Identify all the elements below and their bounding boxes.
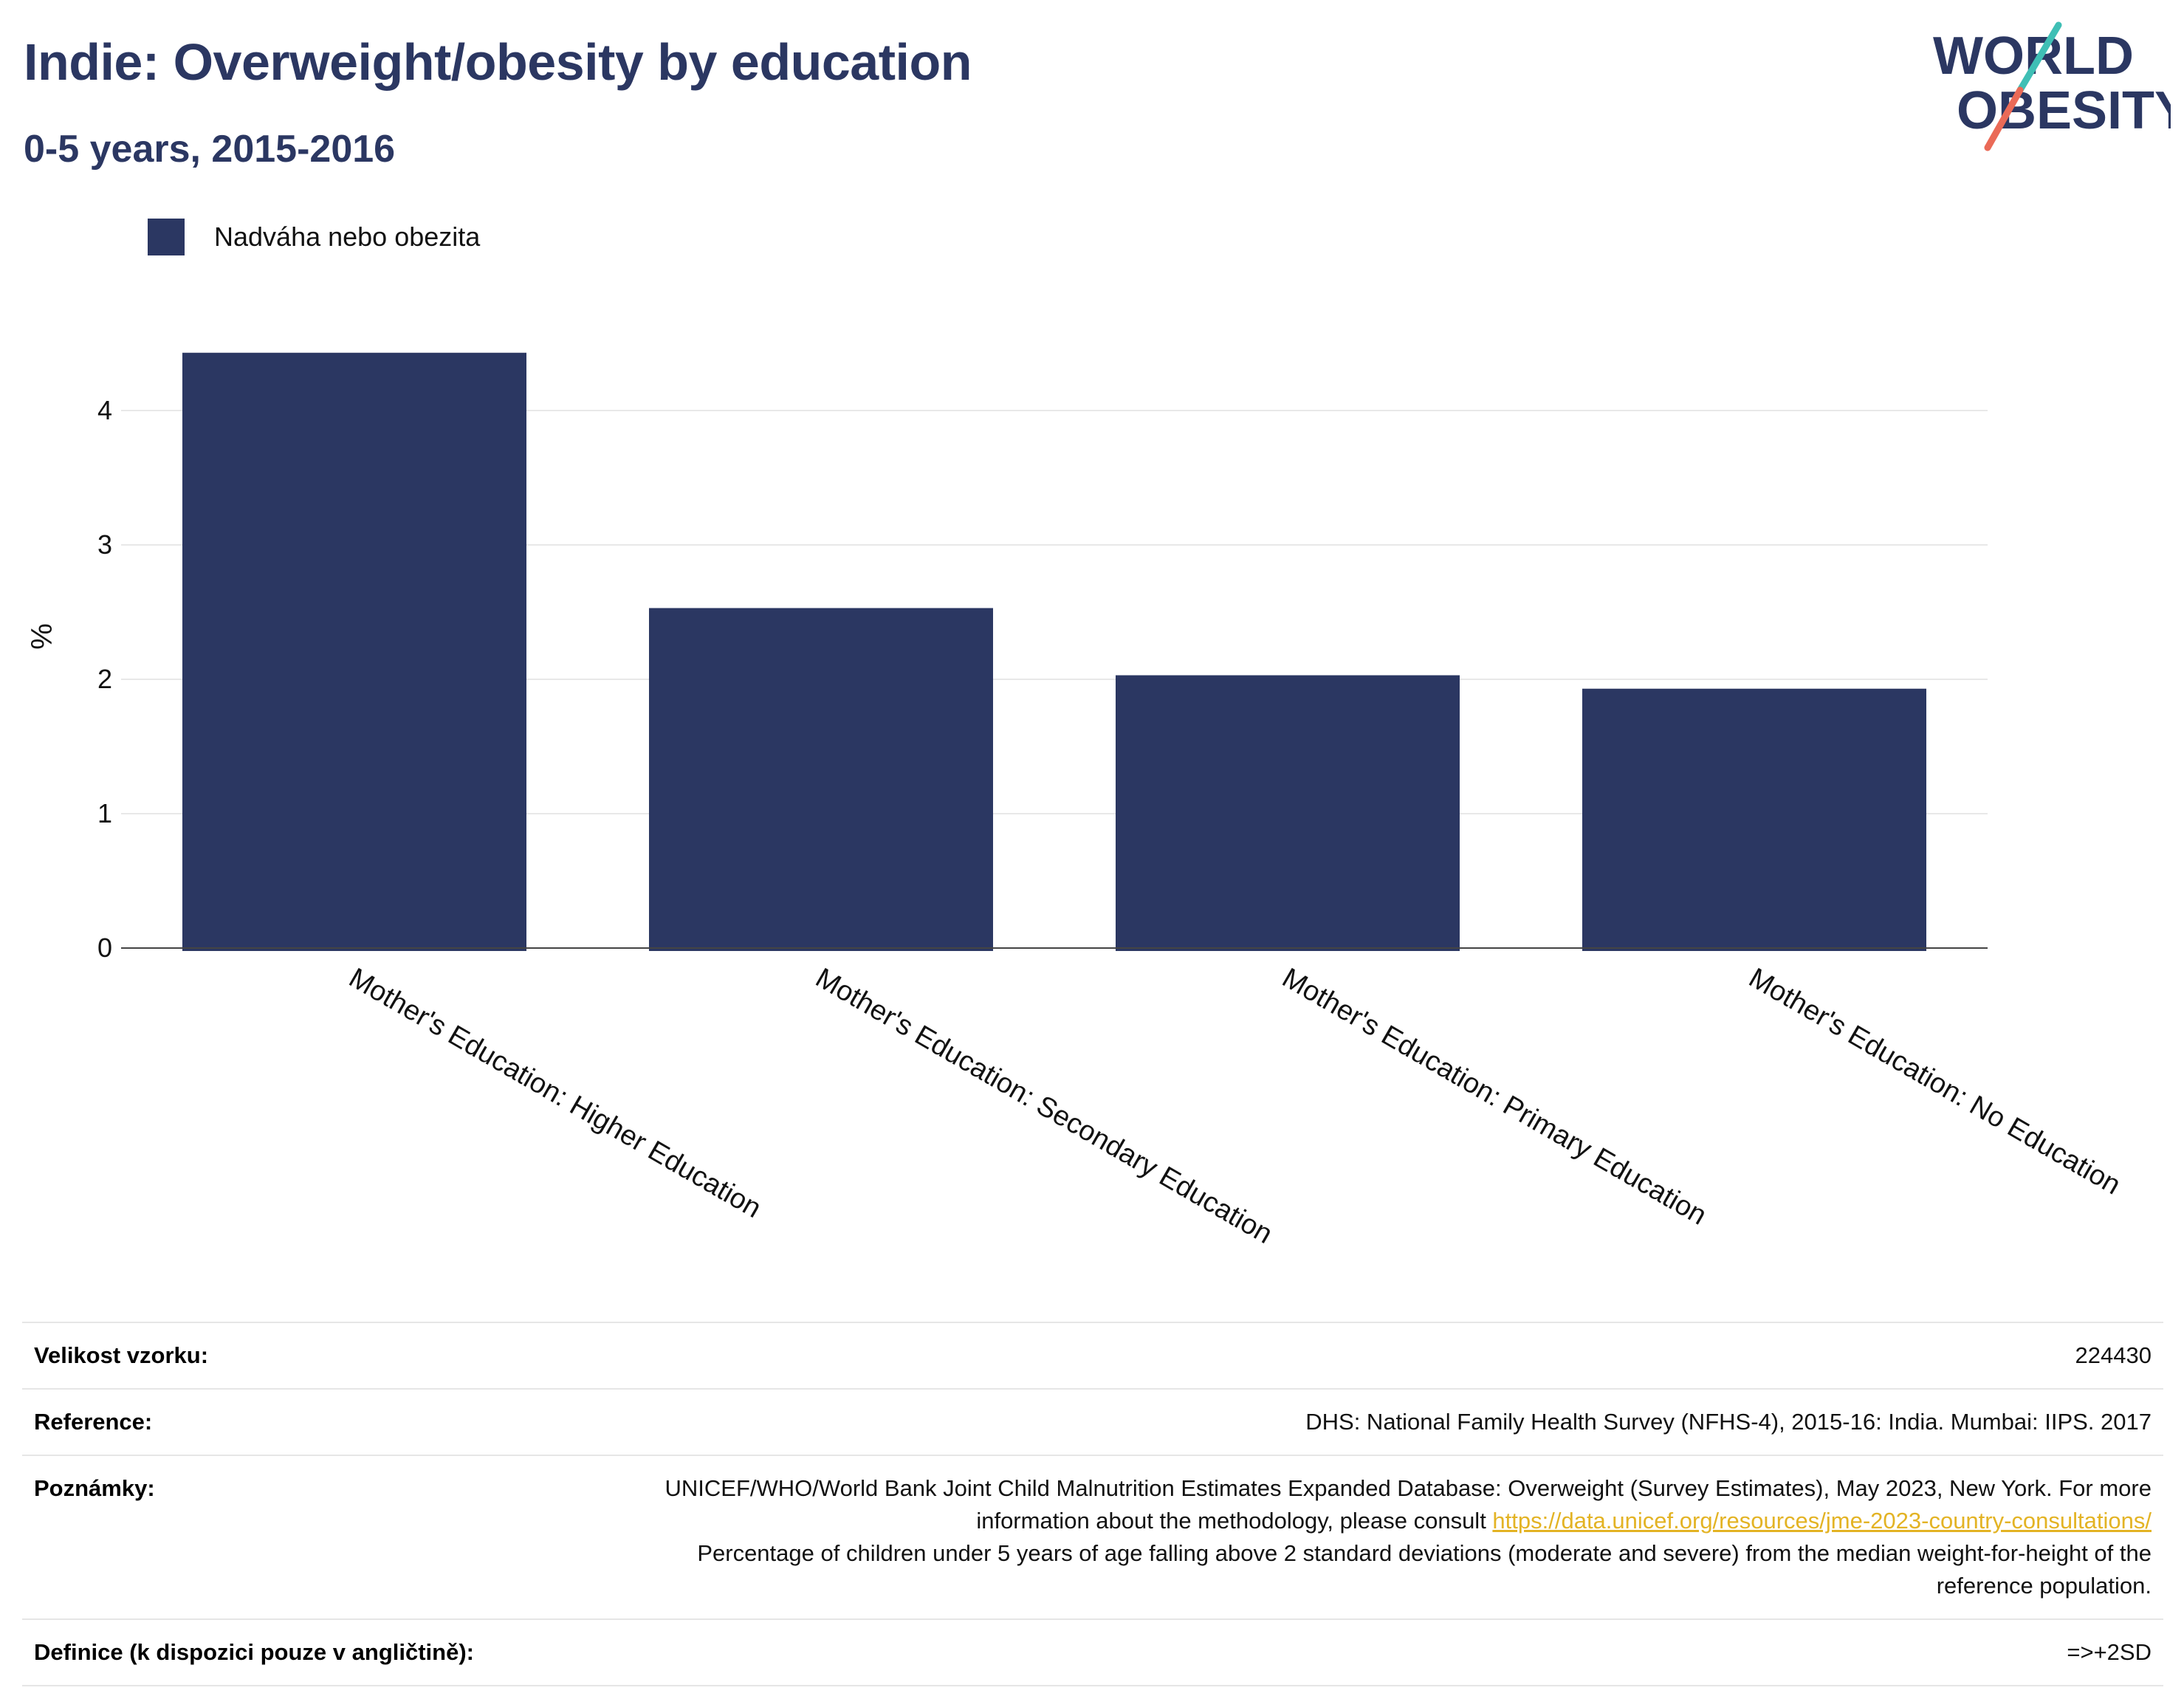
info-value: 224430 xyxy=(607,1321,2163,1390)
info-row-notes: Poznámky: UNICEF/WHO/World Bank Joint Ch… xyxy=(22,1455,2163,1621)
logo-slash-teal xyxy=(2016,21,2062,94)
x-tick-label: Mother's Education: Higher Education xyxy=(344,962,766,1224)
chart-title: Indie: Overweight/obesity by education xyxy=(24,33,972,91)
info-key: Poznámky: xyxy=(22,1455,607,1621)
y-tick-label: 1 xyxy=(97,798,112,828)
info-row-reference: Reference: DHS: National Family Health S… xyxy=(22,1388,2163,1457)
x-tick-label: Mother's Education: No Education xyxy=(1744,962,2126,1201)
notes-text-2: Percentage of children under 5 years of … xyxy=(697,1540,2152,1599)
y-tick-label: 3 xyxy=(97,529,112,560)
info-table: Velikost vzorku: 224430 Reference: DHS: … xyxy=(22,1321,2163,1687)
x-tick-label: Mother's Education: Primary Education xyxy=(1277,962,1712,1231)
info-row-definition: Definice (k dispozici pouze v angličtině… xyxy=(22,1618,2163,1687)
chart-subtitle: 0-5 years, 2015-2016 xyxy=(24,128,396,171)
bar xyxy=(182,352,526,951)
info-value: =>+2SD xyxy=(607,1618,2163,1687)
info-row-sample-size: Velikost vzorku: 224430 xyxy=(22,1321,2163,1390)
x-tick-label: Mother's Education: Secondary Education xyxy=(811,962,1278,1250)
info-value: DHS: National Family Health Survey (NFHS… xyxy=(607,1388,2163,1457)
methodology-link[interactable]: https://data.unicef.org/resources/jme-20… xyxy=(1492,1508,2152,1534)
bar xyxy=(649,608,993,951)
notes-text: UNICEF/WHO/World Bank Joint Child Malnut… xyxy=(665,1475,2152,1534)
legend-label: Nadváha nebo obezita xyxy=(214,222,481,252)
world-obesity-logo: WORLD OBESITY xyxy=(1933,21,2171,151)
info-key: Velikost vzorku: xyxy=(22,1321,607,1390)
bar-chart: 0 1 2 3 4% Mother's Education: Higher Educati… xyxy=(26,352,2126,1250)
legend[interactable]: Nadváha nebo obezita xyxy=(148,219,480,255)
y-tick-label: 4 xyxy=(97,395,112,425)
bar xyxy=(1582,688,1926,951)
logo-line-1: WORLD xyxy=(1933,27,2134,86)
y-tick-label: 2 xyxy=(97,664,112,694)
y-axis-title: % xyxy=(26,623,58,650)
info-key: Reference: xyxy=(22,1388,607,1457)
y-tick-label: 0 xyxy=(97,933,112,963)
legend-swatch xyxy=(148,219,185,255)
logo-line-2: OBESITY xyxy=(1957,81,2171,140)
bar xyxy=(1116,675,1460,951)
info-value-notes: UNICEF/WHO/World Bank Joint Child Malnut… xyxy=(607,1455,2163,1621)
logo-slash-coral xyxy=(1984,86,2024,151)
info-key: Definice (k dispozici pouze v angličtině… xyxy=(22,1618,607,1687)
